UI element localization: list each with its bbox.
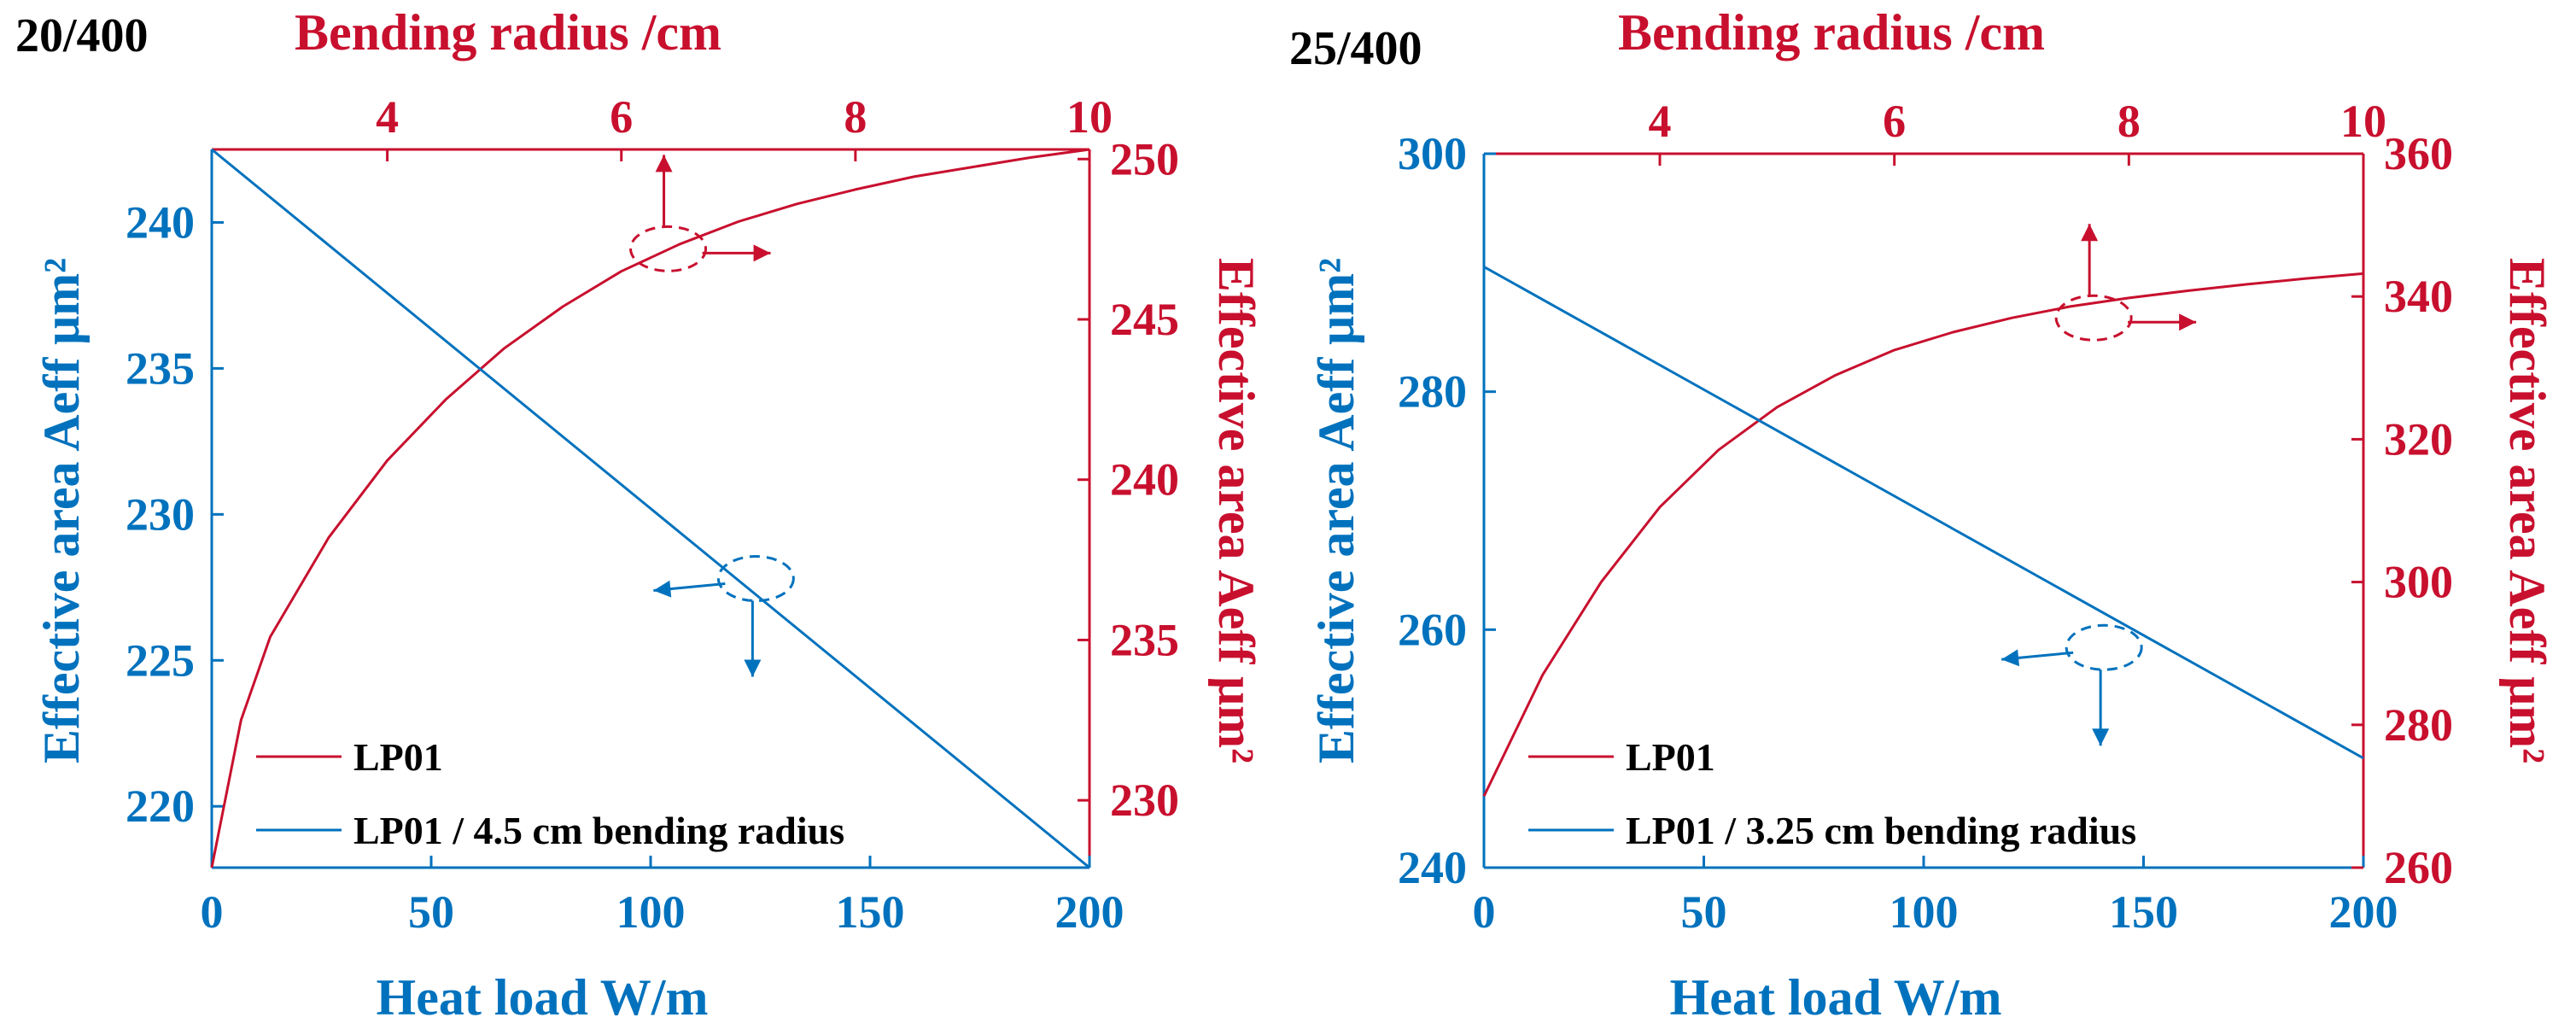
top-tick-label: 6 [610,91,633,143]
bottom-axis-title: Heat load W/m [1670,969,2002,1026]
axis-pointer-annotation [629,155,771,272]
right-tick-label: 300 [2384,557,2453,608]
left-tick-label: 225 [126,634,195,686]
bottom-axis-title: Heat load W/m [377,969,709,1026]
right-tick-label: 250 [1110,133,1179,184]
series-line-0 [210,148,1090,868]
arrowhead [2179,313,2197,331]
series-line-1 [211,148,1090,869]
axis-pointer-annotation [2054,224,2197,342]
arrowhead [655,155,673,172]
bottom-tick-label: 50 [1681,886,1727,938]
bottom-tick-label: 150 [836,886,905,938]
top-tick-label: 8 [844,91,867,143]
legend-label: LP01 / 4.5 cm bending radius [353,809,844,852]
left-tick-label: 240 [126,196,195,248]
arrowhead [2092,728,2110,746]
chart-panel-25-400: 25/400 Bending radius /cm Heat load W/m … [1289,4,2556,1026]
bottom-tick-label: 100 [616,886,686,938]
top-tick-label: 8 [2117,96,2141,147]
left-tick-label: 230 [126,488,195,540]
left-tick-label: 280 [1398,366,1467,418]
right-tick-label: 240 [1110,454,1179,506]
right-tick-label: 340 [2384,271,2453,322]
axis-pointer-annotation [653,555,795,677]
bottom-tick-label: 150 [2109,886,2178,938]
dashed-ellipse [2054,294,2133,342]
bottom-tick-label: 200 [2329,886,2398,938]
legend-label: LP01 [353,735,443,779]
left-tick-label: 235 [126,342,195,394]
top-tick-label: 10 [1066,91,1113,143]
arrowhead [2081,224,2099,242]
right-tick-label: 360 [2384,128,2453,179]
arrowhead [653,580,672,598]
series-line-0 [1482,272,2364,798]
axis-pointer-annotation [2001,623,2143,746]
top-tick-label: 4 [376,91,399,143]
dashed-ellipse [716,555,795,603]
left-tick-label: 300 [1398,128,1467,179]
left-tick-label: 260 [1398,604,1467,655]
bottom-tick-label: 0 [201,886,224,938]
top-tick-label: 10 [2340,96,2386,147]
series-line-1 [1483,266,2364,760]
dashed-ellipse [2065,623,2143,671]
arrowhead [744,659,762,677]
top-axis-title: Bending radius /cm [295,4,721,61]
top-tick-label: 4 [1649,96,1672,147]
top-tick-label: 6 [1883,96,1906,147]
right-tick-label: 280 [2384,699,2453,751]
left-axis-title: Effective area Aeff μm² [1308,258,1364,763]
right-tick-label: 260 [2384,842,2453,893]
right-tick-label: 230 [1110,775,1179,826]
legend-label: LP01 [1626,735,1715,779]
bottom-tick-label: 200 [1055,886,1124,938]
left-axis-title: Effective area Aeff μm² [33,258,90,763]
right-tick-label: 245 [1110,294,1179,345]
right-axis-title: Effective area Aeff μm² [2499,258,2556,763]
right-tick-label: 235 [1110,614,1179,665]
dashed-ellipse [629,225,708,272]
bottom-tick-label: 50 [408,886,454,938]
panel-label: 20/400 [15,9,149,62]
bottom-tick-label: 0 [1473,886,1496,938]
bottom-tick-label: 100 [1890,886,1959,938]
left-tick-label: 240 [1398,842,1467,893]
legend-label: LP01 / 3.25 cm bending radius [1626,809,2136,852]
panel-label: 25/400 [1289,22,1422,75]
right-tick-label: 320 [2384,413,2453,465]
arrowhead [753,244,771,262]
chart-panel-20-400: 20/400 Bending radius /cm Heat load W/m … [15,4,1265,1026]
top-axis-title: Bending radius /cm [1618,4,2045,61]
arrowhead [2001,649,2020,667]
right-axis-title: Effective area Aeff μm² [1208,258,1265,763]
left-tick-label: 220 [126,781,195,832]
